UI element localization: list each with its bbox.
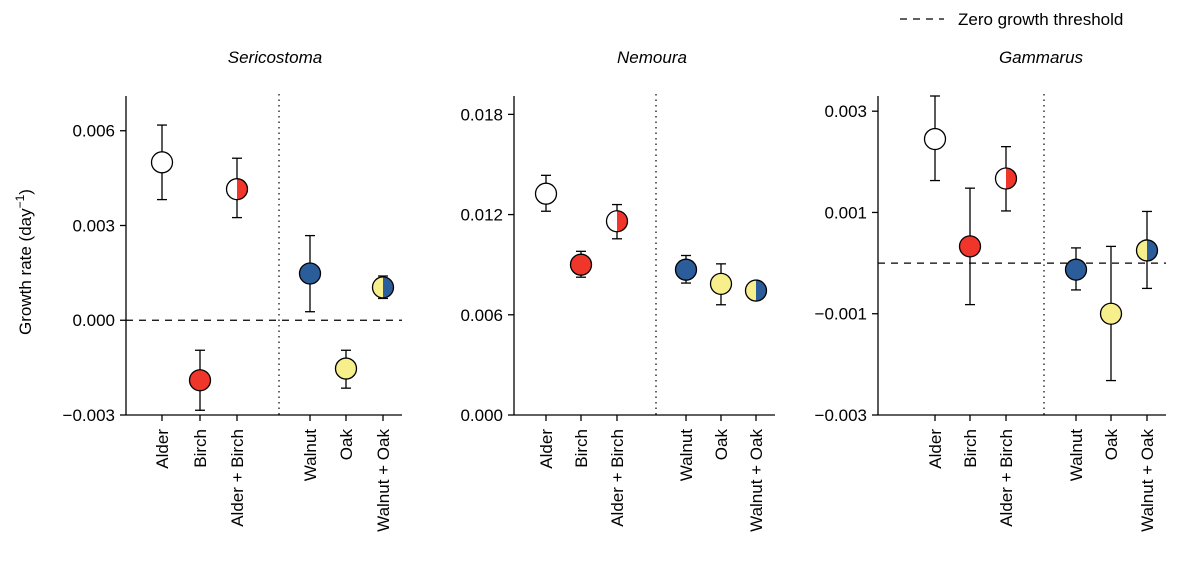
x-tick-label: Alder xyxy=(153,429,172,469)
point-half-right xyxy=(756,280,767,302)
point-outline xyxy=(605,210,629,233)
panel-gammarus: Gammarus −0.003 −0.001 0.001 0.003 Alder Birch… xyxy=(815,48,1166,532)
point-outline xyxy=(371,276,395,299)
y-tick-label: 0.000 xyxy=(72,311,115,330)
x-tick-label: Oak xyxy=(337,429,356,461)
x-tick-label: Oak xyxy=(1102,429,1121,461)
point-outline xyxy=(994,167,1018,190)
chart-panels: Sericostoma −0.003 0.000 0.003 0.006 Alder Bir… xyxy=(63,48,1166,532)
point-alder xyxy=(534,182,558,205)
point-oak xyxy=(1099,302,1123,325)
y-tick-label: 0.000 xyxy=(460,406,503,425)
panel-title: Nemoura xyxy=(617,48,687,67)
point-alder xyxy=(923,127,947,151)
panel-nemoura: Nemoura 0.000 0.006 0.012 0.018 Alder Birch Ald… xyxy=(460,48,775,532)
point-birch xyxy=(958,235,982,258)
x-tick-label: Birch xyxy=(572,429,591,468)
x-tick-label: Alder xyxy=(926,429,945,469)
y-axis-label-main: Growth rate (day xyxy=(16,208,35,335)
panel-sericostoma: Sericostoma −0.003 0.000 0.003 0.006 Alder Bir… xyxy=(63,48,402,532)
point-outline xyxy=(744,279,768,302)
y-axis-label-superscript: −1 xyxy=(13,194,27,208)
point-oak xyxy=(709,272,733,296)
x-tick-label: Birch xyxy=(191,429,210,468)
x-tick-label: Oak xyxy=(712,429,731,461)
panel-title: Sericostoma xyxy=(228,48,322,67)
x-tick-label: Alder + Birch xyxy=(228,429,247,527)
x-tick-label: Walnut + Oak xyxy=(1138,429,1157,532)
y-tick-label: 0.003 xyxy=(72,216,115,235)
point-half-right xyxy=(1006,168,1017,190)
point-half-left xyxy=(995,168,1006,190)
y-tick-label: −0.001 xyxy=(815,305,867,324)
y-tick-label: 0.006 xyxy=(460,306,503,325)
point-alder-birch xyxy=(994,167,1018,190)
point-walnut-oak xyxy=(371,276,395,299)
point-half-right xyxy=(617,210,628,232)
point-outline xyxy=(225,178,249,201)
point-half-left xyxy=(226,178,237,200)
point-birch xyxy=(569,253,593,276)
y-tick-label: 0.001 xyxy=(824,203,867,222)
x-tick-label: Walnut + Oak xyxy=(747,429,766,532)
point-alder-birch xyxy=(605,210,629,233)
y-tick-label: 0.012 xyxy=(460,206,503,225)
point-half-right xyxy=(237,178,248,200)
point-walnut-oak xyxy=(744,279,768,302)
y-tick-label: −0.003 xyxy=(63,406,115,425)
x-tick-label: Walnut xyxy=(677,429,696,482)
point-half-right xyxy=(383,276,394,298)
x-tick-label: Walnut xyxy=(1067,429,1086,482)
point-half-left xyxy=(745,280,756,302)
legend: Zero growth threshold xyxy=(900,10,1123,29)
x-tick-label: Alder + Birch xyxy=(608,429,627,527)
point-alder xyxy=(150,151,174,174)
panel-title: Gammarus xyxy=(999,48,1084,67)
y-tick-label: 0.018 xyxy=(460,105,503,124)
point-walnut xyxy=(674,258,698,281)
legend-label: Zero growth threshold xyxy=(958,10,1123,29)
y-tick-label: 0.006 xyxy=(72,122,115,141)
point-birch xyxy=(188,369,212,392)
point-walnut xyxy=(1064,258,1088,281)
y-tick-label: −0.003 xyxy=(815,406,867,425)
point-half-left xyxy=(606,210,617,232)
point-walnut-oak xyxy=(1135,239,1159,262)
point-oak xyxy=(334,357,358,380)
point-alder-birch xyxy=(225,178,249,201)
x-tick-label: Walnut xyxy=(301,429,320,482)
y-axis-label: Growth rate (day−1) xyxy=(13,189,35,335)
x-tick-label: Walnut + Oak xyxy=(374,429,393,532)
point-half-left xyxy=(1136,239,1147,261)
x-tick-label: Birch xyxy=(961,429,980,468)
y-tick-label: 0.003 xyxy=(824,102,867,121)
point-walnut xyxy=(298,262,322,285)
point-half-right xyxy=(1147,239,1158,261)
x-tick-label: Alder + Birch xyxy=(997,429,1016,527)
x-tick-label: Alder xyxy=(537,429,556,469)
y-axis-label-close: ) xyxy=(16,189,35,195)
point-half-left xyxy=(372,276,383,298)
point-outline xyxy=(1135,239,1159,262)
